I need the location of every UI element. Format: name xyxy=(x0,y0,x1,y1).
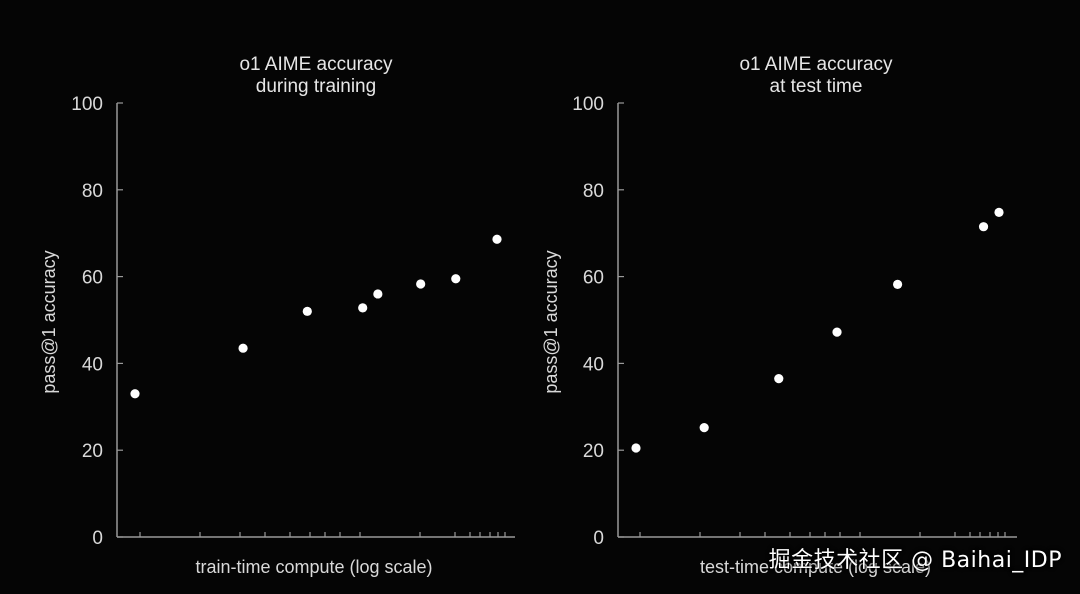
y-tick-label: 80 xyxy=(82,181,103,202)
chart-title-line: o1 AIME accuracy xyxy=(739,54,893,75)
watermark: 掘金技术社区 @ Baihai_IDP xyxy=(768,548,1062,573)
y-axis-label: pass@1 accuracy xyxy=(541,250,561,393)
y-tick-label: 20 xyxy=(583,441,604,462)
y-tick-label: 100 xyxy=(71,94,103,115)
x-axis-label: test-time compute (log scale) xyxy=(700,557,931,577)
data-point xyxy=(631,443,641,453)
chart-title: o1 AIME accuracy during training xyxy=(239,54,393,97)
y-tick-label: 40 xyxy=(583,354,604,375)
y-axis-label: pass@1 accuracy xyxy=(39,250,59,393)
data-point xyxy=(238,343,248,353)
chart-title: o1 AIME accuracy at test time xyxy=(739,54,893,97)
data-point xyxy=(892,279,903,290)
chart-title-line: o1 AIME accuracy xyxy=(239,54,393,75)
data-point xyxy=(358,303,368,313)
chart-panel-2: o1 AIME accuracy at test time 0 20 40 60 80 100… xyxy=(541,54,1017,577)
data-point xyxy=(994,207,1004,217)
data-point xyxy=(416,279,426,289)
x-axis-label: train-time compute (log scale) xyxy=(195,557,432,577)
y-tick-label: 100 xyxy=(572,94,604,115)
data-point xyxy=(492,234,502,244)
data-point xyxy=(699,423,709,433)
data-point xyxy=(978,222,989,232)
data-point xyxy=(130,389,140,399)
y-tick-label: 40 xyxy=(82,354,103,375)
y-tick-label: 60 xyxy=(583,268,604,289)
data-point xyxy=(774,373,784,384)
data-point xyxy=(832,327,842,337)
chart-title-line: during training xyxy=(256,76,376,97)
y-tick-label: 80 xyxy=(583,181,604,202)
data-point xyxy=(451,274,461,284)
data-point xyxy=(373,289,383,299)
chart-panel-1: o1 AIME accuracy during training 0 20 40 60 80… xyxy=(39,54,515,577)
data-point xyxy=(302,306,312,316)
y-tick-label: 60 xyxy=(82,268,103,289)
y-tick-label: 20 xyxy=(82,441,103,462)
y-tick-label: 0 xyxy=(92,528,103,549)
y-tick-label: 0 xyxy=(593,528,604,549)
chart-title-line: at test time xyxy=(770,76,863,97)
